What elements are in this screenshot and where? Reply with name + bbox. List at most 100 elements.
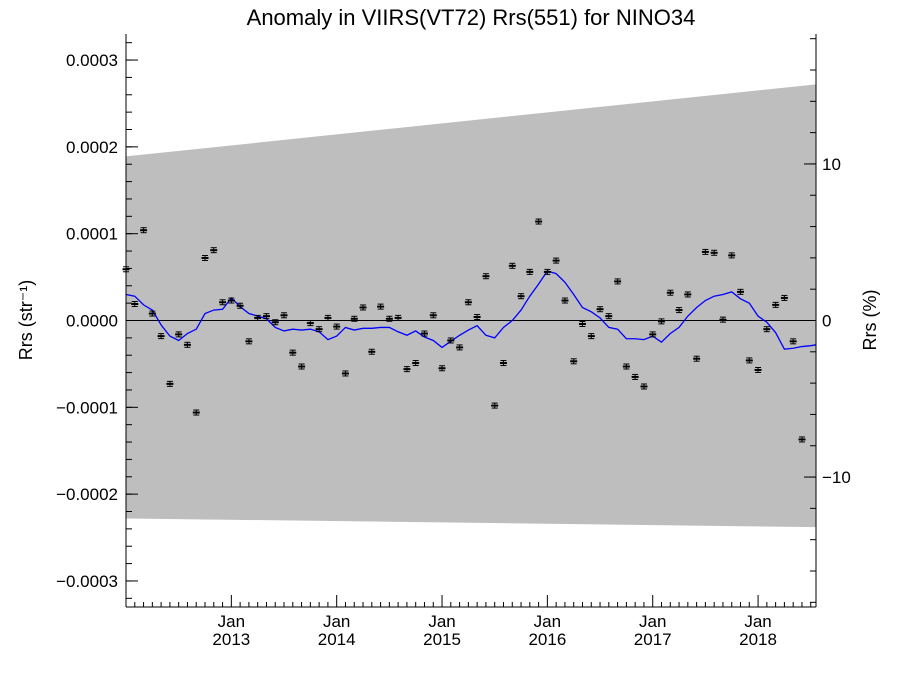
point-marker: [719, 318, 727, 321]
data-point: [736, 288, 744, 295]
data-point: [412, 360, 420, 367]
data-point: [201, 254, 209, 261]
point-marker: [254, 316, 262, 319]
point-marker: [631, 375, 639, 378]
point-marker: [561, 299, 569, 302]
data-point: [359, 304, 367, 311]
point-marker: [491, 404, 499, 407]
chart-title: Anomaly in VIIRS(VT72) Rrs(551) for NINO…: [247, 5, 696, 30]
point-marker: [201, 256, 209, 259]
data-point: [543, 268, 551, 275]
y-tick-label: −0.0001: [56, 398, 118, 417]
data-point: [447, 337, 455, 344]
x-tick-month: Jan: [428, 612, 455, 631]
data-point: [438, 365, 446, 372]
point-marker: [368, 350, 376, 353]
point-marker: [394, 316, 402, 319]
data-point: [552, 257, 560, 264]
point-marker: [420, 332, 428, 335]
point-marker: [429, 314, 437, 317]
point-marker: [535, 220, 543, 223]
data-point: [693, 355, 701, 362]
data-point: [675, 307, 683, 314]
point-marker: [131, 303, 139, 306]
x-tick-year: 2014: [318, 630, 356, 649]
point-marker: [596, 308, 604, 311]
point-marker: [456, 346, 464, 349]
point-marker: [745, 359, 753, 362]
y-tick-label: 0.0003: [66, 51, 118, 70]
point-marker: [614, 280, 622, 283]
data-point: [377, 303, 385, 310]
data-point: [350, 315, 358, 322]
point-marker: [710, 251, 718, 254]
data-point: [464, 299, 472, 306]
data-point: [429, 312, 437, 319]
point-marker: [543, 270, 551, 273]
point-marker: [552, 259, 560, 262]
point-marker: [763, 328, 771, 331]
point-marker: [772, 303, 780, 306]
data-point: [622, 363, 630, 370]
data-point: [157, 333, 165, 340]
point-marker: [789, 340, 797, 343]
point-marker: [570, 360, 578, 363]
point-marker: [227, 299, 235, 302]
data-point: [728, 252, 736, 259]
y-tick-label: −0.0003: [56, 572, 118, 591]
x-tick-year: 2013: [212, 630, 250, 649]
data-point: [166, 380, 174, 387]
data-point: [262, 313, 270, 320]
point-marker: [359, 306, 367, 309]
point-marker: [245, 340, 253, 343]
point-marker: [175, 333, 183, 336]
data-point: [640, 383, 648, 390]
uncertainty-band: [126, 84, 816, 528]
data-point: [684, 291, 692, 298]
data-point: [298, 363, 306, 370]
point-marker: [280, 314, 288, 317]
point-marker: [578, 322, 586, 325]
point-marker: [798, 438, 806, 441]
data-point: [315, 326, 323, 333]
point-marker: [298, 365, 306, 368]
data-point: [499, 360, 507, 367]
y-axis-label-left: Rrs (str⁻¹): [16, 280, 36, 360]
x-tick-year: 2017: [634, 630, 672, 649]
x-tick-month: Jan: [323, 612, 350, 631]
point-marker: [684, 293, 692, 296]
data-point: [649, 331, 657, 338]
point-marker: [157, 335, 165, 338]
data-point: [271, 319, 279, 326]
data-point: [719, 316, 727, 323]
y-right-tick-label: −10: [822, 468, 851, 487]
data-point: [657, 318, 665, 325]
data-point: [710, 249, 718, 256]
data-point: [561, 297, 569, 304]
point-marker: [271, 321, 279, 324]
data-point: [596, 306, 604, 313]
point-marker: [517, 295, 525, 298]
data-point: [148, 310, 156, 317]
point-marker: [657, 320, 665, 323]
point-marker: [693, 357, 701, 360]
x-tick-month: Jan: [534, 612, 561, 631]
data-point: [526, 268, 534, 275]
data-point: [306, 320, 314, 327]
data-point: [420, 330, 428, 337]
point-marker: [306, 322, 314, 325]
point-marker: [438, 367, 446, 370]
point-marker: [464, 301, 472, 304]
data-point: [131, 301, 139, 308]
point-marker: [701, 250, 709, 253]
data-point: [763, 326, 771, 333]
data-point: [570, 358, 578, 365]
axes: [125, 34, 817, 608]
point-marker: [333, 325, 341, 328]
point-marker: [166, 382, 174, 385]
point-marker: [675, 309, 683, 312]
data-point: [631, 373, 639, 380]
point-marker: [780, 296, 788, 299]
point-marker: [728, 254, 736, 257]
